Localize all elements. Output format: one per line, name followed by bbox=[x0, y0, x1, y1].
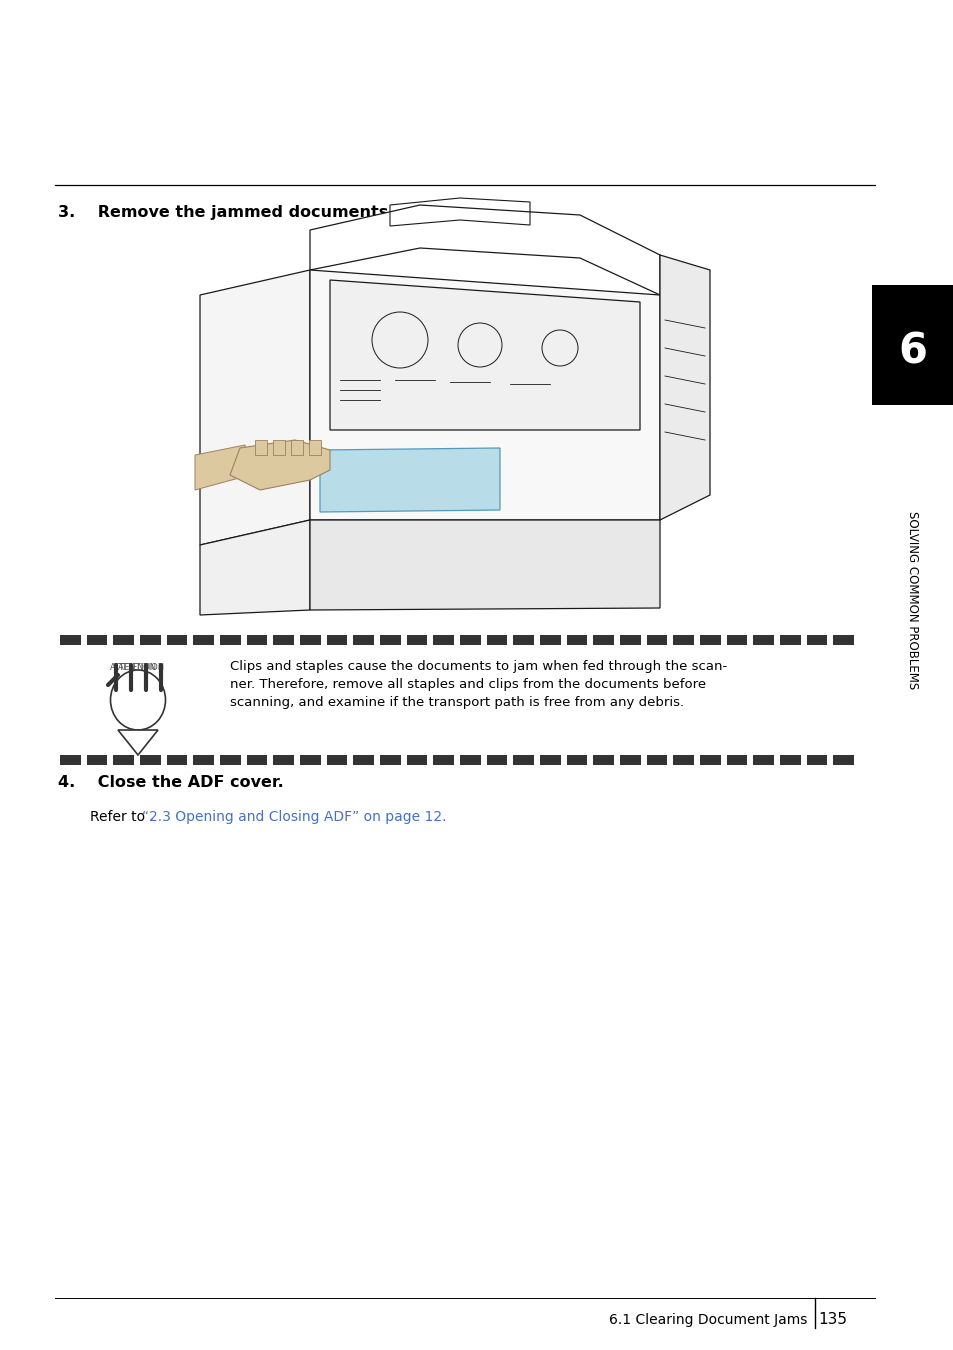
Bar bbox=[379, 634, 400, 645]
Bar bbox=[833, 634, 853, 645]
Bar bbox=[220, 634, 240, 645]
Text: 135: 135 bbox=[818, 1312, 846, 1327]
Bar bbox=[87, 634, 108, 645]
Bar bbox=[593, 755, 614, 765]
Polygon shape bbox=[254, 440, 267, 455]
Bar bbox=[566, 755, 587, 765]
Bar bbox=[806, 634, 826, 645]
Polygon shape bbox=[230, 440, 330, 490]
Bar bbox=[459, 634, 480, 645]
Bar bbox=[274, 634, 294, 645]
Bar bbox=[353, 755, 374, 765]
Text: “2.3 Opening and Closing ADF” on page 12.: “2.3 Opening and Closing ADF” on page 12… bbox=[142, 810, 446, 824]
Bar bbox=[539, 634, 560, 645]
Polygon shape bbox=[194, 446, 250, 490]
Bar bbox=[619, 755, 640, 765]
Bar bbox=[513, 634, 534, 645]
Text: 6.1 Clearing Document Jams: 6.1 Clearing Document Jams bbox=[608, 1314, 806, 1327]
Polygon shape bbox=[291, 440, 303, 455]
Bar bbox=[87, 755, 108, 765]
Polygon shape bbox=[309, 440, 320, 455]
Bar bbox=[193, 634, 213, 645]
Text: SOLVING COMMON PROBLEMS: SOLVING COMMON PROBLEMS bbox=[905, 510, 919, 688]
Polygon shape bbox=[273, 440, 285, 455]
Bar bbox=[299, 755, 320, 765]
Polygon shape bbox=[118, 730, 158, 755]
Bar bbox=[326, 755, 347, 765]
Polygon shape bbox=[200, 270, 310, 545]
Bar bbox=[406, 634, 427, 645]
Bar bbox=[220, 755, 240, 765]
Bar bbox=[753, 634, 773, 645]
Polygon shape bbox=[659, 255, 709, 520]
Polygon shape bbox=[319, 448, 499, 512]
Bar bbox=[167, 755, 188, 765]
Bar bbox=[833, 755, 853, 765]
Bar bbox=[486, 634, 507, 645]
Bar bbox=[247, 634, 267, 645]
Bar bbox=[167, 634, 188, 645]
Bar bbox=[60, 634, 81, 645]
Bar bbox=[379, 755, 400, 765]
Bar bbox=[700, 755, 720, 765]
Bar bbox=[113, 755, 134, 765]
Bar bbox=[871, 285, 953, 405]
Bar bbox=[673, 755, 694, 765]
Bar bbox=[566, 634, 587, 645]
Bar bbox=[593, 634, 614, 645]
Bar bbox=[433, 755, 454, 765]
Bar bbox=[646, 634, 667, 645]
Bar bbox=[406, 755, 427, 765]
Text: 4.    Close the ADF cover.: 4. Close the ADF cover. bbox=[58, 775, 283, 790]
Text: Clips and staples cause the documents to jam when fed through the scan-
ner. The: Clips and staples cause the documents to… bbox=[230, 660, 726, 709]
Text: Refer to .: Refer to . bbox=[90, 810, 153, 824]
Bar bbox=[274, 755, 294, 765]
Bar bbox=[539, 755, 560, 765]
Bar bbox=[753, 755, 773, 765]
Bar bbox=[700, 634, 720, 645]
Bar bbox=[619, 634, 640, 645]
Bar bbox=[433, 634, 454, 645]
Bar bbox=[726, 755, 747, 765]
Bar bbox=[140, 755, 161, 765]
Bar bbox=[140, 634, 161, 645]
Bar bbox=[780, 634, 800, 645]
Bar bbox=[326, 634, 347, 645]
Polygon shape bbox=[310, 270, 659, 520]
Polygon shape bbox=[200, 520, 310, 616]
Bar bbox=[726, 634, 747, 645]
Bar bbox=[113, 634, 134, 645]
Ellipse shape bbox=[111, 670, 165, 730]
Text: 3.    Remove the jammed documents.: 3. Remove the jammed documents. bbox=[58, 205, 394, 220]
Bar bbox=[513, 755, 534, 765]
Polygon shape bbox=[310, 205, 659, 296]
Text: ATTENTION: ATTENTION bbox=[110, 663, 157, 672]
Polygon shape bbox=[330, 279, 639, 431]
Polygon shape bbox=[310, 520, 659, 610]
Bar bbox=[353, 634, 374, 645]
Bar bbox=[60, 755, 81, 765]
Bar bbox=[780, 755, 800, 765]
Bar bbox=[247, 755, 267, 765]
Bar bbox=[486, 755, 507, 765]
Text: 6: 6 bbox=[898, 329, 926, 373]
Bar bbox=[299, 634, 320, 645]
Text: ATTENTION: ATTENTION bbox=[118, 663, 165, 672]
Bar bbox=[673, 634, 694, 645]
Bar bbox=[193, 755, 213, 765]
Bar bbox=[646, 755, 667, 765]
Bar bbox=[806, 755, 826, 765]
Bar bbox=[459, 755, 480, 765]
